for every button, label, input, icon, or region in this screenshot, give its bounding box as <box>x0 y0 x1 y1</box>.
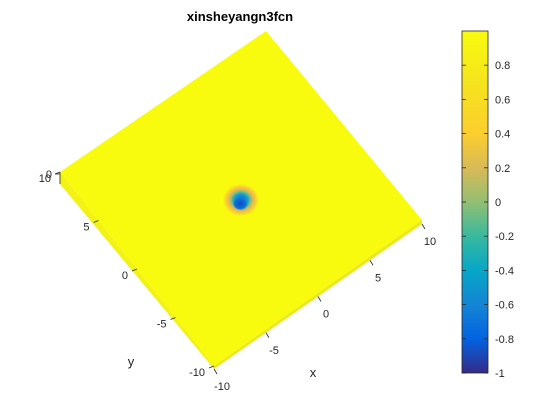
x-tick-label: -10 <box>214 381 230 393</box>
colorbar: -1 -0.8 -0.6 -0.4 -0.2 0 0.2 0.4 0.6 0.8 <box>461 30 514 380</box>
x-tick-label: 0 <box>323 309 329 321</box>
colorbar-ticks: -1 -0.8 -0.6 -0.4 -0.2 0 0.2 0.4 0.6 0.8 <box>462 60 514 380</box>
x-tick-label: 10 <box>424 236 436 248</box>
y-tick-mark <box>170 317 176 320</box>
y-tick-label: -5 <box>157 319 167 331</box>
colorbar-tick-label: -0.8 <box>495 334 514 346</box>
colorbar-tick-label: 0.6 <box>495 94 510 106</box>
z-axis-ticks: 0 <box>46 169 61 184</box>
x-tick-mark <box>213 368 218 375</box>
colorbar-tick-label: 0.8 <box>495 60 510 72</box>
surface-edge-right <box>214 220 422 369</box>
surface-dip-core <box>233 196 249 210</box>
y-tick-label: 10 <box>39 173 51 185</box>
y-axis-ticks: -10 -5 0 5 10 <box>39 171 215 379</box>
colorbar-tick-label: -1 <box>495 368 505 380</box>
colorbar-tick-label: 0.4 <box>495 129 510 141</box>
colorbar-tick-label: -0.4 <box>495 265 514 277</box>
y-axis-label: y <box>128 354 135 369</box>
y-tick-mark <box>131 268 138 272</box>
x-tick-mark <box>265 332 270 338</box>
x-tick-mark <box>317 296 322 302</box>
y-tick-mark <box>93 220 99 223</box>
y-tick-label: 0 <box>122 270 128 282</box>
colorbar-tick-label: 0.2 <box>495 163 510 175</box>
chart-title: xinsheyangn3fcn <box>187 9 293 24</box>
x-tick-label: -5 <box>269 345 279 357</box>
x-tick-mark <box>421 223 426 230</box>
colorbar-tick-label: -0.6 <box>495 300 514 312</box>
surface-edge-left <box>60 172 214 369</box>
colorbar-tick-label: 0 <box>495 197 501 209</box>
colorbar-tick-label: -0.2 <box>495 231 514 243</box>
y-tick-label: -10 <box>189 367 205 379</box>
x-tick-label: 5 <box>375 272 381 284</box>
x-tick-mark <box>369 260 374 266</box>
x-axis-label: x <box>310 365 317 380</box>
colorbar-gradient <box>461 30 489 374</box>
y-tick-label: 5 <box>83 222 89 234</box>
x-axis-ticks: -10 -5 0 5 10 <box>213 223 436 393</box>
y-tick-mark <box>208 365 215 369</box>
z-tick-label: 0 <box>46 169 52 181</box>
